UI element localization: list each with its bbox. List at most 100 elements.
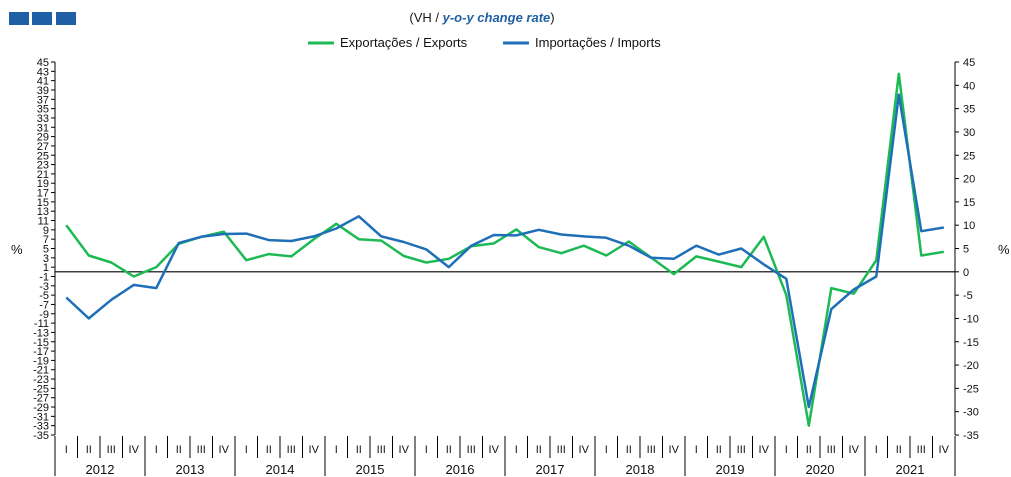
y-left-tick-label: 23 [37,160,49,172]
y-left-tick-label: 11 [38,216,49,228]
year-label: 2021 [896,462,925,477]
quarter-label: I [605,444,608,456]
x-axis: I II III IV I II III IV I II III IV I II III IV I II III IV… [54,436,956,477]
y-right-tick-label: -20 [963,360,979,372]
quarter-label: IV [759,444,770,456]
y-right-tick-label: 40 [963,80,975,92]
quarter-label: I [245,444,248,456]
quarter-label: II [896,444,902,456]
y-left-tick-label: -1 [39,271,49,283]
y-left-tick-label: -9 [39,309,49,321]
y-left-tick-label: 15 [37,197,49,209]
y-left-tick-label: -5 [39,290,49,302]
y-left-tick-label: 33 [37,113,49,125]
quarter-label: II [266,444,272,456]
y-left-tick-label: 31 [37,122,49,134]
quarter-label: I [425,444,428,456]
y-right-tick-label: -30 [963,407,979,419]
y-right-tick-label: 25 [963,150,975,162]
quarter-label: II [626,444,632,456]
y-left-tick-label: 7 [43,234,49,246]
chart-title: (VH / y-o-y change rate) [409,10,554,25]
legend-label-imports: Importações / Imports [535,35,661,50]
y-right-tick-label: -5 [963,290,973,302]
y-right-tick-label: -25 [963,383,979,395]
y-right-tick-label: 0 [963,267,969,279]
quarter-label: III [287,444,296,456]
y-left-tick-label: 43 [37,66,49,78]
y-left-tick-label: 21 [37,169,49,181]
quarter-label: I [515,444,518,456]
y-left-tick-label: -25 [33,383,49,395]
year-label: 2012 [86,462,115,477]
quarter-label: III [647,444,656,456]
y-left-tick-label: 29 [37,132,49,144]
y-left-tick-label: -15 [33,337,49,349]
series-line-exports [65,72,945,427]
quarter-label: IV [219,444,230,456]
y-left-tick-label: -11 [34,318,49,330]
year-label: 2018 [626,462,655,477]
y-left-tick-label: 19 [37,178,49,190]
y-left-tick-label: -29 [33,402,49,414]
quarter-label: I [335,444,338,456]
quarter-label: III [557,444,566,456]
y-right-tick-label: -35 [963,430,979,442]
quarter-label: III [467,444,476,456]
year-label: 2016 [446,462,475,477]
y-left-tick-label: 1 [43,262,49,274]
quarter-label: I [695,444,698,456]
y-left-tick-label: -33 [33,421,49,433]
legend: Exportações / Exports Importações / Impo… [308,35,661,50]
y-left-tick-label: -35 [33,430,49,442]
quarter-label: IV [849,444,860,456]
axes: 4543413937353331292725232119171513119753… [33,57,979,442]
y-left-tick-label: -21 [33,365,49,377]
quarter-label: IV [489,444,500,456]
quarter-label: III [197,444,206,456]
quarter-label: IV [129,444,140,456]
quarter-label: I [155,444,158,456]
quarter-label: III [107,444,116,456]
y-left-tick-label: 3 [43,253,49,265]
quarter-label: II [536,444,542,456]
series-line-imports [65,93,945,409]
quarter-label: III [377,444,386,456]
year-label: 2015 [356,462,385,477]
y-right-tick-label: 35 [963,104,975,116]
y-left-tick-label: 27 [37,141,49,153]
quarter-label: IV [669,444,680,456]
quarter-label: III [827,444,836,456]
y-left-tick-label: -19 [33,355,49,367]
legend-label-exports: Exportações / Exports [340,35,468,50]
quarter-label: II [446,444,452,456]
y-left-tick-label: 5 [43,244,49,256]
year-label: 2019 [716,462,745,477]
quarter-label: IV [579,444,590,456]
quarter-label: III [737,444,746,456]
y-left-tick-label: 37 [37,94,49,106]
y-right-tick-label: 30 [963,127,975,139]
y-left-tick-label: -23 [33,374,49,386]
y-left-tick-label: -3 [39,281,49,293]
quarter-label: I [65,444,68,456]
y-axis-left-label: % [11,242,23,257]
y-left-tick-label: 45 [37,57,49,69]
y-left-tick-label: -7 [39,299,49,311]
y-axis-right-label: % [998,242,1010,257]
y-left-tick-label: 35 [37,104,49,116]
year-label: 2017 [536,462,565,477]
y-right-tick-label: 20 [963,174,975,186]
quarter-label: II [176,444,182,456]
quarter-label: IV [939,444,950,456]
y-left-tick-label: 17 [37,188,49,200]
y-right-tick-label: 45 [963,57,975,69]
quarter-label: II [86,444,92,456]
y-right-tick-label: 10 [963,220,975,232]
logo-icon [9,12,76,25]
y-right-tick-label: 5 [963,244,969,256]
y-right-tick-label: -10 [963,313,979,325]
y-left-tick-label: 13 [37,206,49,218]
y-left-tick-label: -13 [33,327,49,339]
